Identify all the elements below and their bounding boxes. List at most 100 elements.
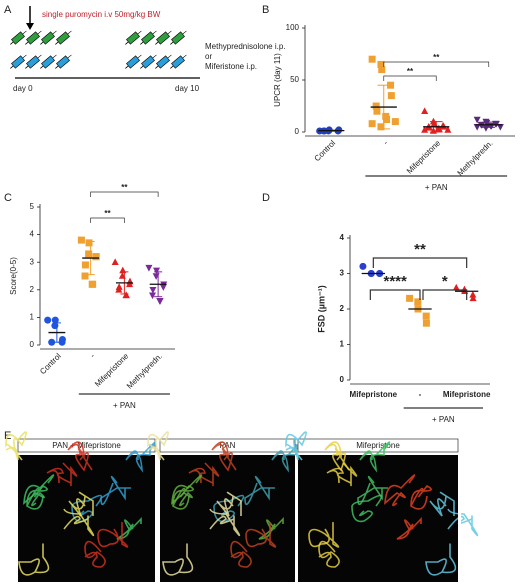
tissue-trace [447,508,479,537]
x-tick-label: Methylpredn. [456,139,495,178]
syringe-plunger [170,41,174,45]
tissue-trace [326,462,358,487]
x-tick-label: Methylpredn. [125,352,164,391]
point [115,283,123,290]
tissue-trace [25,484,48,510]
syringe [170,30,187,45]
syringe [125,30,142,45]
tissue-trace [211,441,237,472]
significance-label: ** [414,241,426,258]
tissue-trace [357,475,389,506]
tissue-trace [68,491,94,517]
point [391,118,399,126]
y-tick-label: 1 [340,340,345,349]
image-label-box [17,438,156,453]
tissue-trace [308,521,340,548]
point [496,124,504,131]
point [88,280,96,288]
syringe-needle [67,30,72,35]
point [473,124,481,131]
syringe-plunger [55,65,59,69]
point [368,55,376,63]
syringe [10,30,27,45]
injection-label: single puromycin i.v 50mg/kg BW [42,10,161,19]
group-label: + PAN [425,183,448,192]
significance-label: ** [407,67,414,76]
tissue-trace [18,543,50,576]
image-clip [458,455,461,582]
syringe-body [11,31,25,45]
point [48,338,56,346]
tissue-trace [230,540,252,568]
point [422,319,430,327]
syringe [155,30,172,45]
x-tick-label: Control [38,351,63,376]
syringe [40,54,57,69]
tissue-trace [245,521,277,548]
micrograph [160,455,295,582]
tissue-trace [209,508,241,537]
tissue-trace [409,484,432,510]
syringe-plunger [125,41,129,45]
point [359,262,367,270]
significance-bracket [422,289,468,300]
tissue-trace [100,475,132,506]
point [414,298,422,306]
point [122,291,130,299]
point [111,258,119,265]
y-axis-label: UPCR (day 11) [273,53,282,107]
point [85,239,93,247]
syringe-plunger [25,65,29,69]
syringe-needle [152,30,157,35]
syringes [10,30,187,69]
syringe-body [41,31,55,45]
x-tick-label: - [381,138,389,146]
syringe-plunger [155,41,159,45]
point [378,66,386,74]
syringe-plunger [155,65,159,69]
point [85,250,93,258]
syringe [170,54,187,69]
y-tick-label: 2 [30,285,35,294]
point [335,126,343,134]
syringe-needle [52,54,57,59]
point [387,81,395,89]
x-tick-label: - [419,390,422,399]
point [421,107,429,114]
significance-bracket [90,191,159,197]
syringe-needle [152,54,157,59]
syringe [140,54,157,69]
point [383,116,391,124]
tissue-trace [351,494,383,523]
y-tick-label: 3 [340,269,345,278]
syringe [125,54,142,69]
point [377,123,385,131]
point [44,316,52,324]
panel-letter: D [262,192,270,204]
point [153,267,161,275]
tissue-trace [97,521,129,548]
syringe-plunger [10,65,14,69]
syringe-needle [182,54,187,59]
syringe-needle [67,54,72,59]
point [377,60,385,68]
point [373,107,381,115]
y-tick-label: 5 [30,202,35,211]
syringe-plunger [170,65,174,69]
image-label: PAN [220,441,236,450]
point [58,338,66,346]
syringe [55,30,72,45]
x-tick-label: - [88,351,96,359]
syringe [10,54,27,69]
syringe-plunger [140,41,144,45]
tissue-trace [384,474,416,507]
x-tick-label: Mifepristone [443,390,491,399]
y-tick-label: 4 [340,233,345,242]
micrographs: PAN + Mifepristone PAN Mifepristone [5,431,479,582]
y-tick-label: 3 [30,257,35,266]
point [482,125,490,132]
significance-label: **** [383,273,407,290]
significance-bracket [383,61,490,67]
tissue-trace [5,431,27,461]
syringe-needle [137,30,142,35]
